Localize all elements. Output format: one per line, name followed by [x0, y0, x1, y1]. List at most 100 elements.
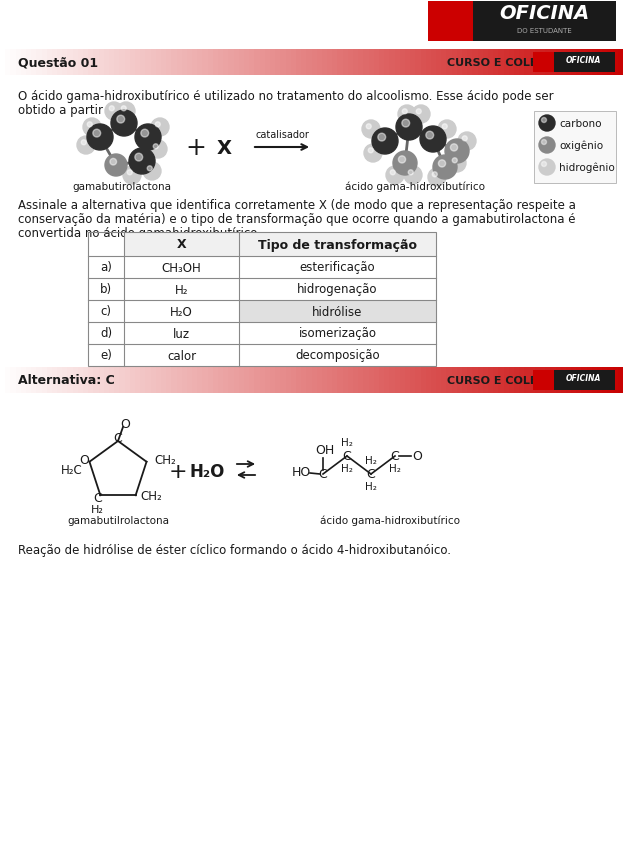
Bar — [229, 50, 235, 76]
Bar — [239, 300, 436, 323]
Bar — [26, 50, 32, 76]
Bar — [182, 368, 188, 393]
Circle shape — [372, 129, 398, 155]
Text: C: C — [366, 468, 376, 481]
Text: oxigênio: oxigênio — [559, 140, 603, 151]
Bar — [234, 368, 240, 393]
Bar — [5, 50, 11, 76]
Bar — [145, 368, 151, 393]
Text: a): a) — [100, 261, 112, 274]
Bar — [176, 50, 183, 76]
Circle shape — [408, 170, 413, 176]
Bar — [202, 50, 209, 76]
Bar — [83, 368, 89, 393]
Bar — [135, 50, 141, 76]
Bar — [322, 50, 328, 76]
Text: O: O — [80, 454, 90, 467]
Bar — [161, 50, 167, 76]
Circle shape — [135, 154, 143, 162]
Bar — [0, 806, 623, 861]
Bar — [545, 368, 551, 393]
Bar — [244, 50, 250, 76]
Bar — [556, 50, 562, 76]
Bar — [576, 50, 583, 76]
Bar — [36, 50, 42, 76]
Text: H₂: H₂ — [389, 463, 401, 474]
Bar — [389, 50, 396, 76]
Bar — [316, 368, 323, 393]
Bar — [467, 50, 473, 76]
Bar — [239, 368, 245, 393]
Text: c): c) — [100, 305, 112, 318]
Bar — [343, 50, 349, 76]
Bar — [130, 50, 136, 76]
Bar — [607, 50, 614, 76]
Bar — [379, 368, 385, 393]
Text: ácido gama-hidroxibutírico: ácido gama-hidroxibutírico — [320, 516, 460, 526]
Circle shape — [439, 161, 445, 168]
Bar — [78, 368, 84, 393]
Bar — [73, 50, 79, 76]
Circle shape — [541, 118, 546, 123]
Bar — [540, 368, 546, 393]
Circle shape — [433, 156, 457, 180]
Bar — [291, 50, 297, 76]
Text: isomerização: isomerização — [298, 327, 376, 340]
Bar — [285, 50, 292, 76]
Text: obtido a partir da: obtido a partir da — [18, 104, 121, 117]
Bar — [73, 368, 79, 393]
Bar — [125, 368, 131, 393]
Text: CURSO E COLÉGIO: CURSO E COLÉGIO — [447, 58, 560, 68]
Bar — [104, 50, 110, 76]
Text: gamabutirolactona: gamabutirolactona — [72, 182, 171, 192]
Text: convertida no ácido gamahidroxibutírico.: convertida no ácido gamahidroxibutírico. — [18, 226, 261, 239]
Text: ácido gama-hidroxibutírico: ácido gama-hidroxibutírico — [345, 182, 485, 192]
Bar — [612, 50, 619, 76]
Bar — [120, 50, 126, 76]
Bar — [62, 50, 69, 76]
Text: gamabutilrolactona: gamabutilrolactona — [67, 516, 169, 525]
Circle shape — [541, 163, 546, 167]
Text: HO: HO — [292, 466, 311, 479]
Circle shape — [105, 102, 123, 121]
Circle shape — [393, 152, 417, 176]
Bar — [120, 368, 126, 393]
Bar — [530, 368, 536, 393]
Circle shape — [149, 141, 167, 158]
Bar — [145, 50, 151, 76]
Bar — [0, 50, 6, 76]
Bar — [57, 368, 64, 393]
Bar — [135, 368, 141, 393]
Bar — [612, 368, 619, 393]
Bar — [52, 368, 58, 393]
Bar — [348, 50, 354, 76]
Bar — [394, 50, 401, 76]
Bar — [384, 368, 391, 393]
Bar — [348, 368, 354, 393]
Circle shape — [462, 137, 467, 142]
Bar — [478, 50, 484, 76]
Bar — [21, 368, 27, 393]
Bar — [587, 50, 593, 76]
Circle shape — [398, 157, 406, 164]
Bar — [379, 50, 385, 76]
Bar — [166, 50, 173, 76]
Bar — [156, 368, 162, 393]
Bar — [197, 50, 204, 76]
Bar — [5, 368, 11, 393]
Bar — [275, 368, 282, 393]
Bar — [389, 368, 396, 393]
Bar — [457, 50, 463, 76]
Bar — [498, 368, 505, 393]
Text: conservação da matéria) e o tipo de transformação que ocorre quando a gamabutiro: conservação da matéria) e o tipo de tran… — [18, 213, 576, 226]
Bar — [285, 368, 292, 393]
Circle shape — [123, 167, 141, 185]
Bar — [270, 368, 276, 393]
Bar — [581, 50, 587, 76]
Bar — [410, 368, 416, 393]
Text: hidrogenação: hidrogenação — [297, 283, 378, 296]
Bar — [441, 50, 447, 76]
Text: X: X — [217, 139, 232, 158]
Text: C: C — [343, 450, 351, 463]
Bar — [533, 53, 553, 73]
